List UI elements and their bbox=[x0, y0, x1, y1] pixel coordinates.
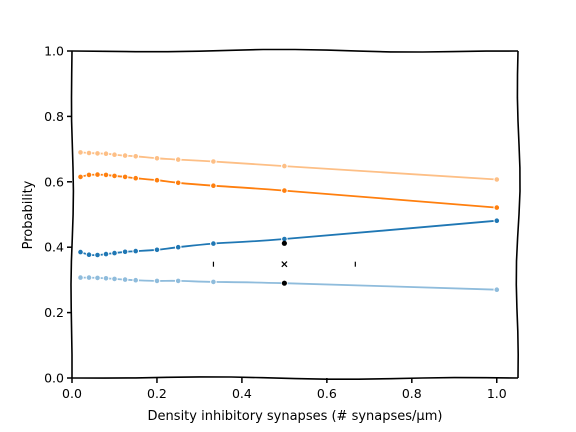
annotation-markers bbox=[212, 240, 356, 286]
data-point bbox=[210, 182, 217, 189]
data-point bbox=[174, 156, 182, 163]
data-point bbox=[121, 248, 129, 256]
data-point bbox=[102, 171, 110, 179]
data-point bbox=[210, 240, 217, 247]
data-point bbox=[493, 204, 501, 211]
data-point bbox=[77, 274, 84, 281]
data-point bbox=[111, 172, 118, 180]
x-tick-label: 0.8 bbox=[402, 386, 422, 401]
data-point bbox=[111, 249, 118, 257]
data-point bbox=[77, 248, 84, 256]
frame-top bbox=[71, 48, 519, 53]
data-point bbox=[132, 247, 139, 255]
data-point bbox=[94, 171, 101, 178]
data-point bbox=[121, 276, 129, 283]
data-point bbox=[85, 171, 93, 179]
frame-right bbox=[515, 50, 521, 379]
data-point bbox=[281, 162, 288, 170]
data-point bbox=[174, 243, 182, 251]
data-point bbox=[210, 158, 217, 165]
series-3 bbox=[77, 217, 501, 259]
data-point bbox=[121, 173, 129, 181]
data-point bbox=[77, 173, 84, 181]
x-axis-label: Density inhibitory synapses (# synapses/… bbox=[148, 409, 443, 424]
y-tick-label: 1.0 bbox=[44, 44, 64, 59]
y-tick-label: 0.4 bbox=[44, 240, 64, 255]
plot-frame bbox=[70, 48, 521, 380]
data-point bbox=[132, 276, 139, 284]
series-2 bbox=[77, 171, 501, 211]
data-point bbox=[174, 277, 182, 285]
data-point bbox=[102, 150, 110, 157]
frame-left bbox=[70, 50, 75, 378]
x-tick-label: 0.6 bbox=[317, 386, 337, 401]
x-tick-label: 0.2 bbox=[147, 386, 167, 401]
data-point bbox=[102, 275, 110, 282]
data-point bbox=[111, 151, 118, 158]
axes: 0.0 0.2 0.4 0.6 0.8 1.0 0.0 0.2 0.4 0.6 0.8 1.0 bbox=[44, 44, 507, 402]
data-point bbox=[153, 155, 161, 162]
data-point bbox=[153, 246, 161, 254]
data-point bbox=[94, 274, 101, 282]
data-point bbox=[94, 150, 101, 157]
data-point bbox=[121, 152, 129, 159]
data-point bbox=[77, 149, 84, 156]
y-tick-label: 0.6 bbox=[44, 174, 64, 189]
series-layer bbox=[77, 149, 501, 294]
data-point bbox=[94, 251, 101, 259]
data-point bbox=[153, 277, 161, 285]
x-tick-label: 0.4 bbox=[232, 386, 252, 401]
data-point bbox=[132, 153, 139, 160]
y-tick-label: 0.2 bbox=[44, 305, 64, 320]
y-axis-label: Probability bbox=[21, 180, 36, 249]
data-point bbox=[85, 274, 93, 281]
marker-dot bbox=[281, 240, 287, 246]
series-4 bbox=[77, 274, 501, 294]
x-tick-label: 1.0 bbox=[487, 386, 507, 401]
y-tick-label: 0.0 bbox=[44, 371, 64, 386]
data-point bbox=[153, 176, 161, 184]
data-point bbox=[111, 275, 118, 283]
data-point bbox=[493, 217, 501, 224]
data-point bbox=[210, 278, 217, 286]
data-point bbox=[85, 149, 93, 157]
data-point bbox=[85, 251, 93, 258]
data-point bbox=[174, 179, 182, 187]
marker-dot bbox=[281, 280, 287, 286]
marker-x bbox=[281, 261, 288, 268]
series-1 bbox=[77, 149, 501, 183]
data-point bbox=[102, 250, 110, 258]
x-tick-label: 0.0 bbox=[62, 386, 82, 401]
data-point bbox=[132, 174, 139, 182]
data-point bbox=[493, 176, 501, 183]
data-point bbox=[493, 286, 501, 294]
data-point bbox=[281, 187, 288, 194]
frame-bottom bbox=[71, 376, 519, 380]
y-tick-label: 0.8 bbox=[44, 109, 64, 124]
